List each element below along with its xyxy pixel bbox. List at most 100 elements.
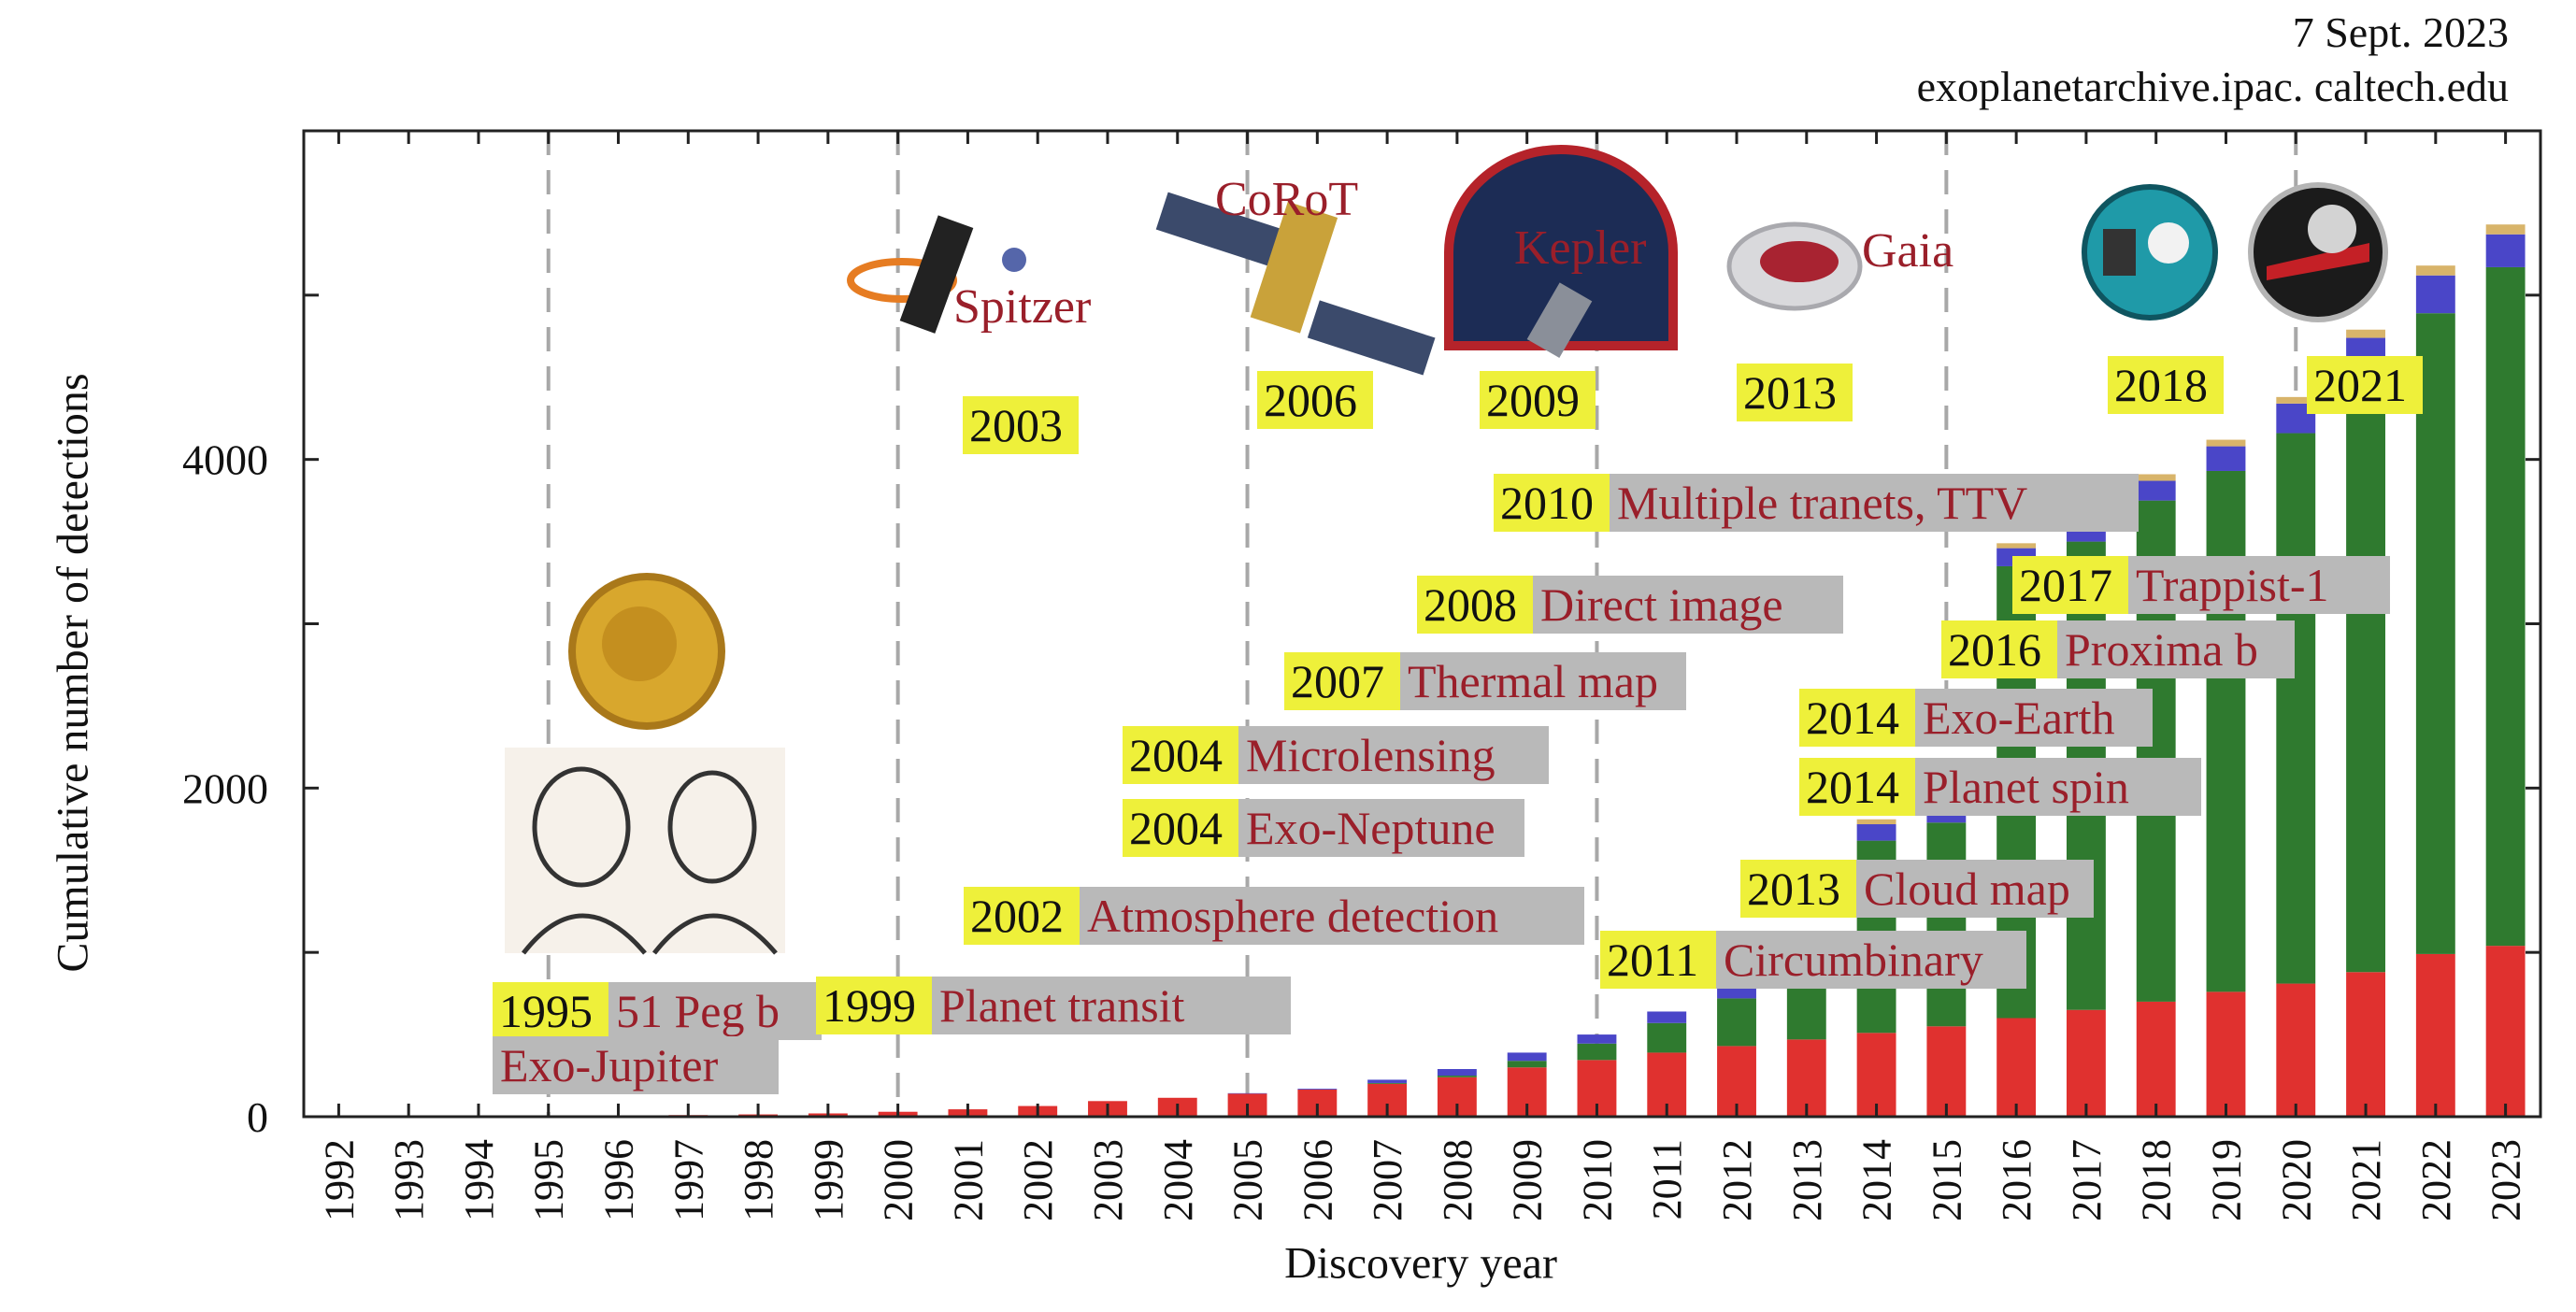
milestone-8-year: 2010 bbox=[1500, 477, 1594, 529]
bar-2021-s1 bbox=[2346, 368, 2385, 973]
mission-year-corot-bg bbox=[1257, 371, 1373, 429]
milestone-14-year-bg bbox=[2012, 556, 2128, 614]
jwst-icon bbox=[2248, 182, 2388, 322]
milestone-5-year: 2004 bbox=[1129, 729, 1223, 781]
milestone-4-text: Exo-Neptune bbox=[1246, 802, 1496, 854]
bar-2022-s0 bbox=[2415, 953, 2455, 1117]
portrait-body-left bbox=[522, 913, 647, 955]
milestone-11-year-bg bbox=[1799, 758, 1915, 816]
milestone-4-text-bg bbox=[1238, 799, 1524, 857]
bar-2017-s0 bbox=[2066, 1009, 2106, 1117]
x-tick-label-1996: 1996 bbox=[596, 1139, 642, 1221]
bar-2009-s1 bbox=[1507, 1061, 1547, 1068]
bar-2022-s3 bbox=[2415, 265, 2455, 276]
bar-2014-s0 bbox=[1856, 1033, 1896, 1117]
milestone-13-text-bg bbox=[2057, 620, 2295, 678]
milestone-0: 1995 51 Peg b bbox=[493, 982, 822, 1040]
bar-2019-s0 bbox=[2206, 991, 2246, 1117]
bar-2020-s3 bbox=[2276, 396, 2316, 404]
milestone-3-year-bg bbox=[964, 887, 1080, 945]
x-tick-label-2017: 2017 bbox=[2064, 1139, 2110, 1221]
x-tick-label-1992: 1992 bbox=[316, 1139, 362, 1221]
milestone-10-year: 2013 bbox=[1747, 863, 1840, 915]
bar-2023-s1 bbox=[2485, 266, 2526, 947]
x-tick-label-2002: 2002 bbox=[1015, 1139, 1061, 1221]
mission-year-jwst-bg bbox=[2307, 356, 2423, 414]
x-tick-label-2021: 2021 bbox=[2343, 1139, 2389, 1221]
bar-2006-s2 bbox=[1297, 1089, 1338, 1090]
x-tick-label-2023: 2023 bbox=[2483, 1139, 2529, 1221]
x-axis-label: Discovery year bbox=[1284, 1238, 1557, 1289]
milestone-8-text-bg bbox=[1610, 474, 2139, 532]
corot-panel-right bbox=[1307, 300, 1436, 376]
portrait-body-right bbox=[652, 913, 778, 955]
mission-label-gaia: Gaia bbox=[1862, 224, 1953, 278]
spitzer-body bbox=[899, 215, 974, 334]
bar-2019-s1 bbox=[2206, 470, 2246, 992]
x-tick-label-2008: 2008 bbox=[1435, 1139, 1481, 1221]
milestone-4-year: 2004 bbox=[1129, 802, 1223, 854]
x-tick-label-2007: 2007 bbox=[1365, 1139, 1410, 1221]
milestone-9-text: Circumbinary bbox=[1724, 934, 1983, 986]
x-tick-label-2016: 2016 bbox=[1994, 1139, 2039, 1221]
x-tick-label-2005: 2005 bbox=[1225, 1139, 1271, 1221]
x-tick-label-2019: 2019 bbox=[2203, 1139, 2249, 1221]
bar-2023-s3 bbox=[2485, 224, 2526, 235]
bar-2021-s0 bbox=[2346, 972, 2385, 1117]
bar-2016-s0 bbox=[1996, 1018, 2037, 1117]
x-tick-label-2022: 2022 bbox=[2413, 1139, 2459, 1221]
gaia-icon bbox=[1726, 221, 1863, 311]
milestone-9-year: 2011 bbox=[1607, 934, 1698, 986]
x-tick-label-2018: 2018 bbox=[2134, 1139, 2180, 1221]
mission-year-kepler-bg bbox=[1480, 371, 1596, 429]
bar-2007-s1 bbox=[1367, 1082, 1408, 1084]
milestone-6-year: 2007 bbox=[1291, 655, 1384, 707]
corot-body bbox=[1250, 201, 1338, 334]
portrait-head-left bbox=[532, 766, 631, 888]
mission-year-spitzer: 2003 bbox=[969, 399, 1063, 451]
milestone-3: 2002 Atmosphere detection bbox=[964, 887, 1584, 945]
bar-2023-s2 bbox=[2485, 234, 2526, 267]
milestone-14: 2017 Trappist-1 bbox=[2012, 556, 2390, 614]
milestone-3-year: 2002 bbox=[970, 890, 1064, 942]
milestone-7-text: Direct image bbox=[1540, 578, 1783, 631]
mission-year-jwst: 2021 bbox=[2313, 359, 2407, 411]
mission-year-corot: 2006 bbox=[1264, 374, 1357, 426]
milestone-9-year-bg bbox=[1600, 931, 1716, 989]
x-tick-label-1999: 1999 bbox=[806, 1139, 852, 1221]
milestone-8-year-bg bbox=[1494, 474, 1610, 532]
bar-2009-s2 bbox=[1507, 1052, 1547, 1062]
x-tick-label-1998: 1998 bbox=[736, 1139, 781, 1221]
milestone-14-text: Trappist-1 bbox=[2136, 559, 2329, 611]
tess-craft bbox=[2103, 229, 2136, 276]
milestone-5: 2004 Microlensing bbox=[1123, 726, 1549, 784]
milestone-8-text: Multiple tranets, TTV bbox=[1617, 477, 2027, 529]
milestone-10-text-bg bbox=[1856, 860, 2094, 918]
portrait-head-right bbox=[667, 770, 757, 884]
kepler-patch bbox=[1444, 145, 1678, 350]
x-tick-label-1995: 1995 bbox=[526, 1139, 572, 1221]
y-tick-label-4000: 4000 bbox=[182, 436, 268, 484]
bar-2015-s0 bbox=[1926, 1026, 1967, 1117]
bar-2022-s1 bbox=[2415, 313, 2455, 954]
milestone-2-text: Planet transit bbox=[939, 979, 1185, 1032]
milestone-0-year-bg bbox=[493, 982, 608, 1040]
milestone-5-year-bg bbox=[1123, 726, 1238, 784]
tess-icon bbox=[2082, 184, 2218, 321]
mission-year-spitzer-bg bbox=[963, 396, 1079, 454]
milestone-5-text-bg bbox=[1238, 726, 1549, 784]
milestone-12: 2014 Exo-Earth bbox=[1799, 689, 2153, 747]
mission-year-kepler: 2009 bbox=[1486, 374, 1580, 426]
milestone-14-text-bg bbox=[2128, 556, 2390, 614]
corot-panel-left bbox=[1155, 192, 1284, 267]
x-tick-label-2015: 2015 bbox=[1924, 1139, 1969, 1221]
milestone-13-year: 2016 bbox=[1948, 623, 2041, 676]
bar-2018-s0 bbox=[2136, 1001, 2176, 1117]
milestone-1-text-bg bbox=[493, 1036, 779, 1094]
bar-2023-s0 bbox=[2485, 946, 2526, 1117]
bar-2008-s1 bbox=[1437, 1076, 1477, 1077]
date-note: 7 Sept. 2023 bbox=[2292, 8, 2509, 56]
milestone-12-text: Exo-Earth bbox=[1923, 692, 2114, 744]
milestone-5-text: Microlensing bbox=[1246, 729, 1496, 781]
